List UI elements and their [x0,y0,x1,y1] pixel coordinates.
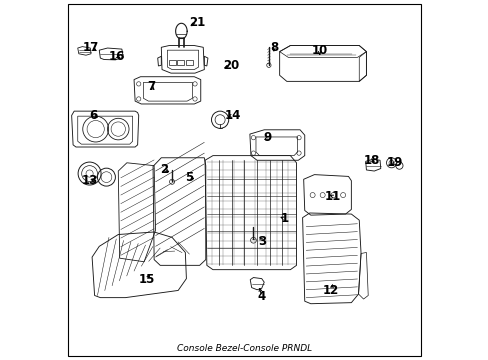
Text: 18: 18 [363,154,379,167]
Text: 17: 17 [83,41,99,54]
Text: 15: 15 [139,273,155,286]
Text: 13: 13 [81,174,98,187]
Bar [186,60,192,64]
Text: 5: 5 [184,171,193,184]
Text: 12: 12 [323,284,339,297]
Text: 21: 21 [189,16,205,29]
Text: 11: 11 [324,190,340,203]
Text: 7: 7 [147,80,155,93]
Text: 14: 14 [224,109,241,122]
Text: 4: 4 [257,290,265,303]
Bar [177,60,183,64]
Text: 16: 16 [109,50,125,63]
Text: 2: 2 [160,163,167,176]
Text: 6: 6 [89,109,97,122]
Text: 3: 3 [258,235,266,248]
Text: 9: 9 [263,131,271,144]
Bar [169,60,175,64]
Text: 8: 8 [269,41,278,54]
Text: 1: 1 [280,212,288,225]
Text: 19: 19 [386,156,403,169]
Text: 20: 20 [223,59,239,72]
Text: 10: 10 [311,44,327,57]
Text: Console Bezel-Console PRNDL: Console Bezel-Console PRNDL [177,344,311,353]
